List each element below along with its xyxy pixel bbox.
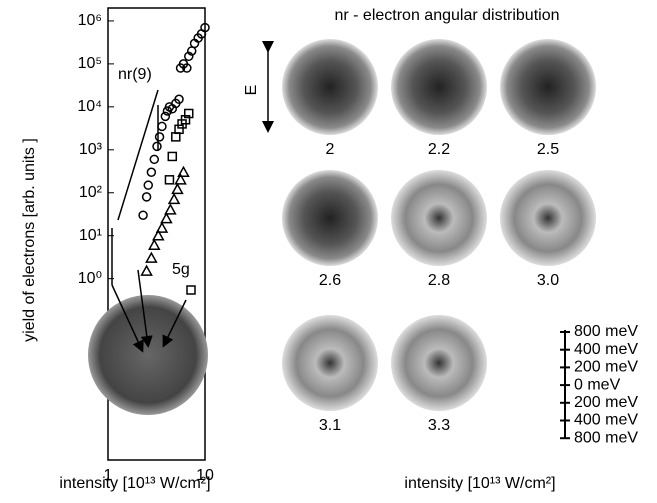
y-tick-label: 10⁶ [78,12,102,29]
marker [140,264,153,276]
y-tick-label: 10⁰ [78,270,102,287]
y-tick-label: 10³ [79,141,103,158]
scale-label: 800 meV [574,429,638,446]
y-tick-label: 10² [79,184,103,201]
distribution-image [391,39,487,135]
scale-label: 800 meV [574,323,638,340]
x-axis-label: intensity [10¹³ W/cm²] [404,475,555,492]
plot-frame [107,7,206,461]
y-tick-label: 10⁴ [77,98,102,115]
distribution-image [282,315,378,411]
distribution-image [500,170,596,266]
marker [164,203,177,215]
image-label: 3.1 [319,417,341,434]
marker [180,115,191,125]
marker [184,108,194,119]
marker [167,192,181,205]
marker [174,173,187,185]
y-tick-label: 10¹ [79,227,102,244]
scale-label: 400 meV [574,412,638,429]
marker [171,182,184,195]
image-label: 2.5 [537,141,559,158]
marker [182,63,192,73]
marker [146,167,157,178]
polarization-label: E [243,85,260,96]
scale-label: 400 meV [574,341,638,358]
scale-label: 0 meV [574,376,621,393]
image-label: 2.6 [319,272,341,289]
image-label: 2.8 [428,272,450,289]
annotation: 5g [172,261,190,278]
y-axis-label: yield of electrons [arb. units ] [21,138,38,342]
distribution-image [500,39,596,135]
x-axis-label: intensity [10¹³ W/cm²] [59,475,210,492]
marker [148,238,161,250]
annotation: nr(9) [118,66,152,83]
image-label: 2 [326,141,335,158]
image-label: 2.2 [428,141,450,158]
marker [160,111,171,122]
panel-title: nr - electron angular distribution [334,7,559,24]
y-tick-label: 10⁵ [78,55,102,72]
distribution-image [391,170,487,266]
marker [154,132,165,142]
x-tick-label: 10 [196,467,214,484]
inset-image [88,295,208,415]
image-label: 3.0 [537,272,559,289]
distribution-image [391,315,487,411]
marker [167,151,178,162]
distribution-image [282,170,378,266]
marker [177,165,190,178]
distribution-image [282,39,378,135]
marker [155,221,169,233]
marker [160,212,173,224]
marker [157,121,167,132]
x-tick-label: 1 [104,467,113,484]
marker [174,124,184,135]
image-label: 3.3 [428,417,450,434]
marker [145,251,158,263]
marker [200,22,210,33]
scale-label: 200 meV [574,359,638,376]
marker [141,192,152,202]
marker [152,141,162,152]
marker [171,132,181,142]
marker [174,94,184,105]
scale-label: 200 meV [574,394,638,411]
marker [149,154,160,165]
marker [164,175,175,185]
marker [143,180,154,190]
marker [152,229,165,241]
marker [138,210,148,220]
marker [184,51,194,62]
